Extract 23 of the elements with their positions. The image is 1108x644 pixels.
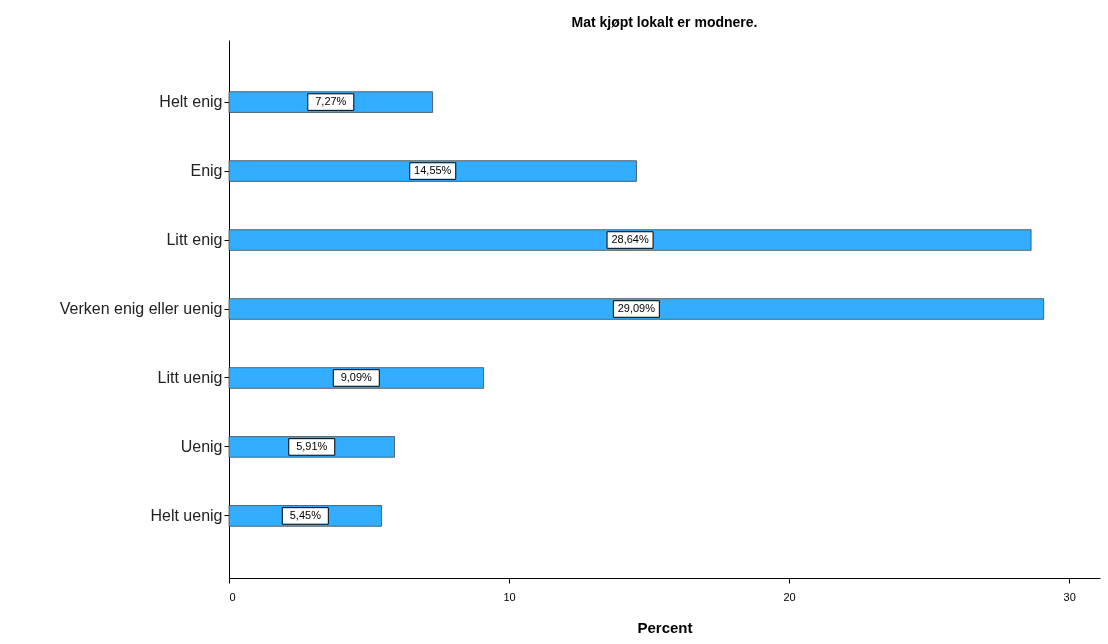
x-axis-title: Percent	[637, 618, 693, 636]
y-tick-label: Litt uenig	[157, 368, 223, 386]
y-tick-label: Litt enig	[166, 231, 223, 249]
data-label: 14,55%	[414, 164, 452, 177]
bar	[228, 229, 1032, 251]
x-tick-label: 30	[1063, 590, 1076, 603]
bar	[228, 160, 637, 182]
data-label: 7,27%	[315, 95, 347, 108]
x-tick-label: 20	[783, 590, 796, 603]
y-tick-label: Uenig	[180, 437, 223, 455]
y-tick-label: Verken enig eller uenig	[59, 300, 223, 317]
data-label: 9,09%	[340, 370, 373, 383]
x-tick-label: 10	[503, 590, 516, 603]
x-tick-label: 0	[229, 590, 236, 603]
bar	[228, 298, 1045, 320]
y-tick-label: Helt uenig	[150, 506, 223, 524]
data-label: 5,91%	[296, 439, 328, 452]
data-label: 28,64%	[611, 233, 649, 246]
y-tick-label: Helt enig	[159, 93, 223, 111]
y-tick-label: Enig	[190, 162, 223, 180]
data-label: 5,45%	[289, 508, 322, 521]
data-label: 29,09%	[617, 302, 656, 314]
chart-title: Mat kjøpt lokalt er modnere.	[571, 14, 758, 30]
